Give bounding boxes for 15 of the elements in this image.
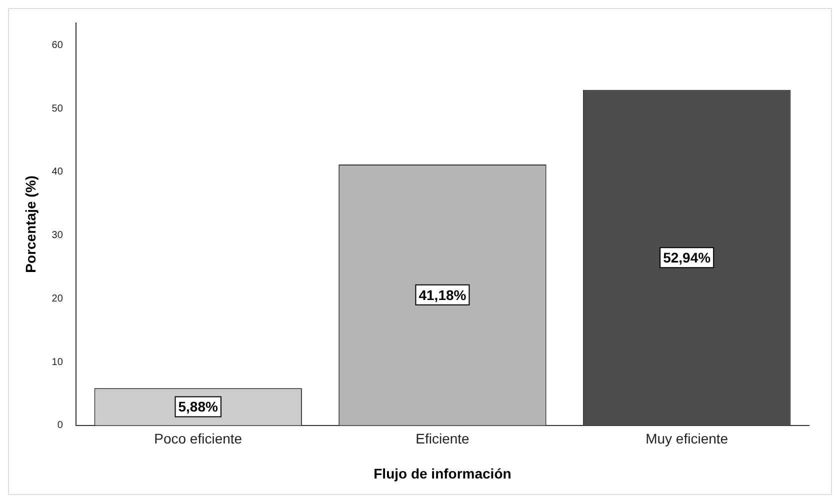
data-label: 41,18% xyxy=(418,286,467,303)
y-axis-title: Porcentaje (%) xyxy=(22,176,38,273)
x-tick-label: Poco eficiente xyxy=(154,430,242,447)
y-tick-label: 0 xyxy=(57,420,64,432)
y-tick-label: 10 xyxy=(52,356,64,368)
x-axis-title: Flujo de información xyxy=(374,465,512,482)
y-tick-label: 20 xyxy=(52,293,64,304)
x-tick-label: Eficiente xyxy=(416,430,470,447)
y-tick-label: 50 xyxy=(52,103,64,114)
data-label: 5,88% xyxy=(178,398,218,415)
y-tick-label: 40 xyxy=(52,166,64,178)
x-tick-label: Muy eficiente xyxy=(646,430,728,447)
y-tick-label: 30 xyxy=(52,230,64,242)
data-label: 52,94% xyxy=(663,250,712,266)
y-tick-label: 60 xyxy=(52,40,64,51)
